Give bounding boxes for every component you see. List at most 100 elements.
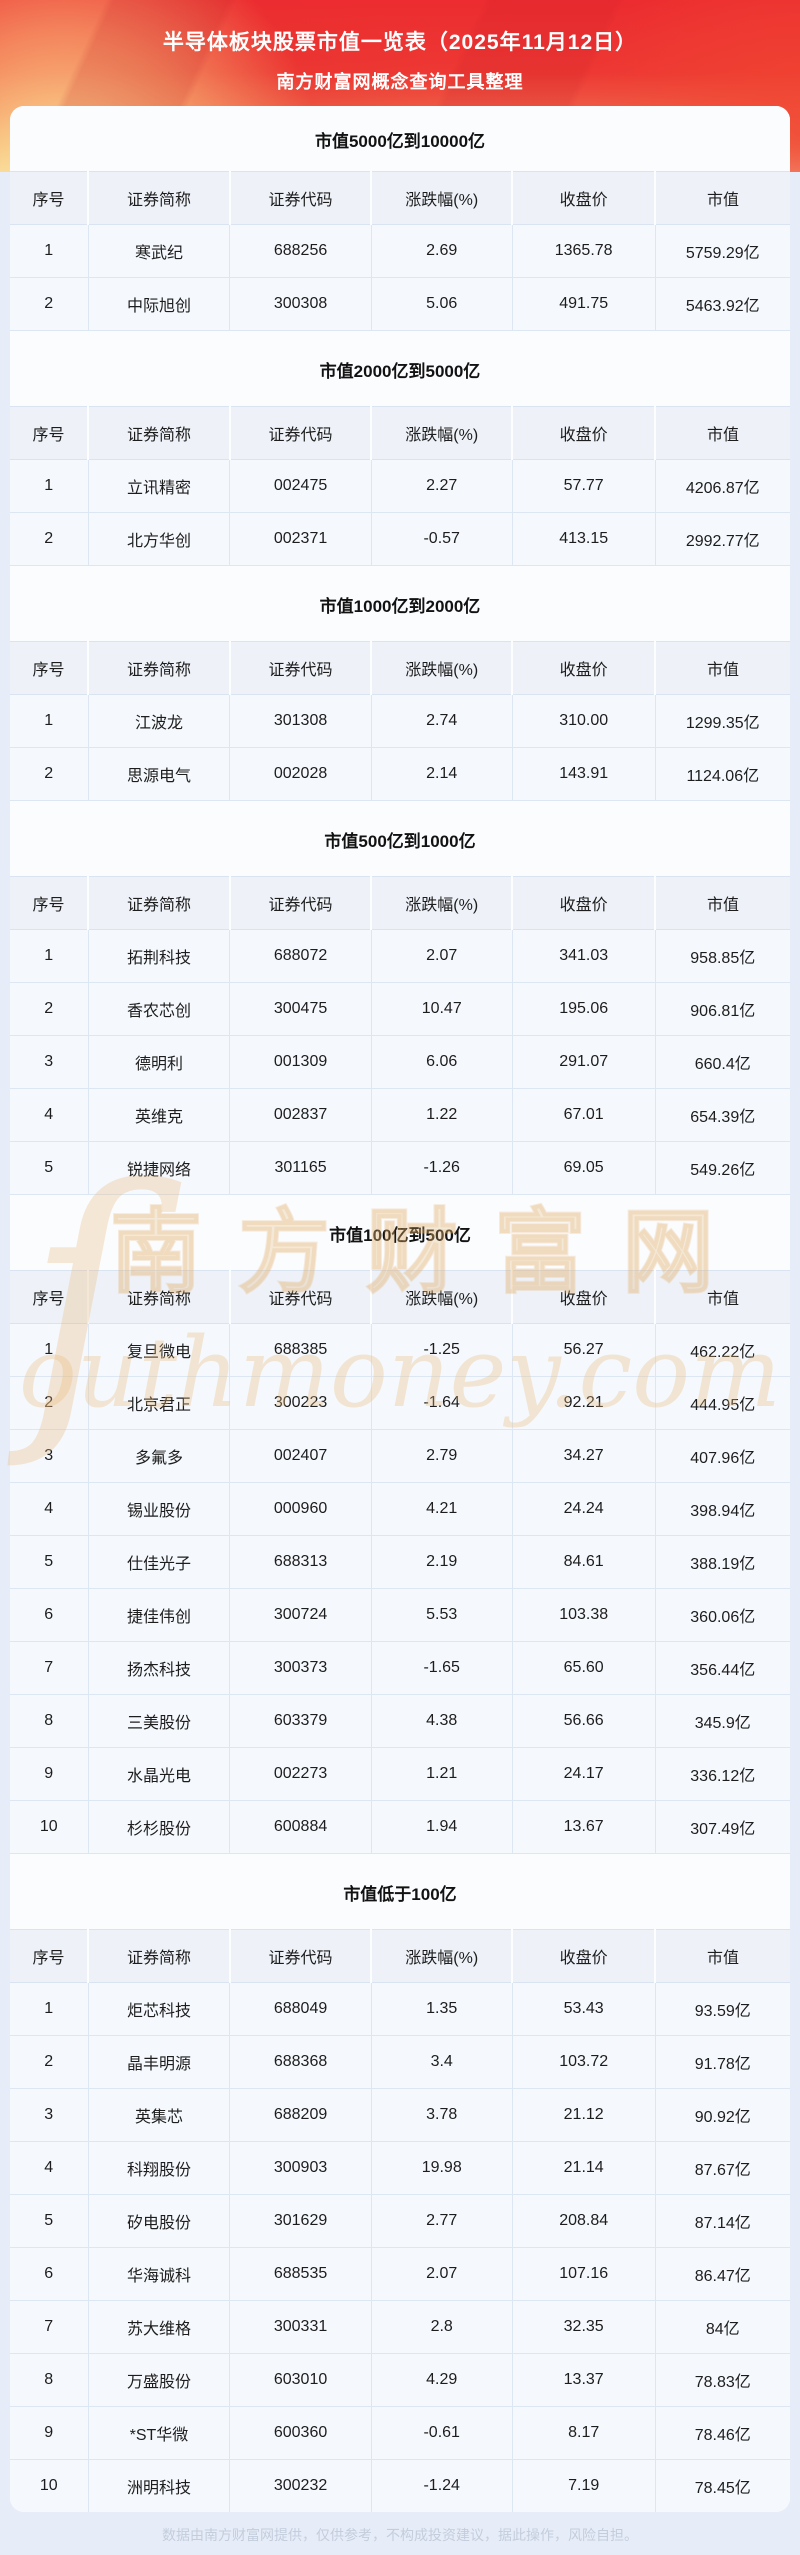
column-header-stock-code: 证券代码 bbox=[228, 406, 372, 460]
table-row: 2 北方华创 002371 -0.57 413.15 2992.77亿 bbox=[10, 512, 790, 566]
cell-change-pct: 5.53 bbox=[370, 1588, 513, 1642]
cell-change-pct: -0.57 bbox=[370, 512, 513, 566]
cell-change-pct: 2.27 bbox=[370, 459, 513, 513]
cell-stock-name: 苏大维格 bbox=[87, 2300, 230, 2354]
cell-stock-name: 华海诚科 bbox=[87, 2247, 230, 2301]
cell-stock-code: 000960 bbox=[229, 1482, 372, 1536]
column-header-rank: 序号 bbox=[10, 406, 88, 460]
cell-change-pct: 2.69 bbox=[370, 224, 513, 278]
table-row: 5 仕佳光子 688313 2.19 84.61 388.19亿 bbox=[10, 1535, 790, 1589]
cell-close-price: 24.24 bbox=[511, 1482, 656, 1536]
table-header-row: 序号 证券简称 证券代码 涨跌幅(%) 收盘价 市值 bbox=[10, 876, 790, 930]
cell-stock-code: 603379 bbox=[229, 1694, 372, 1748]
cell-market-cap: 462.22亿 bbox=[654, 1323, 790, 1377]
column-header-change-pct: 涨跌幅(%) bbox=[370, 876, 513, 930]
cell-stock-code: 002273 bbox=[229, 1747, 372, 1801]
cell-stock-code: 300903 bbox=[229, 2141, 372, 2195]
table-row: 8 三美股份 603379 4.38 56.66 345.9亿 bbox=[10, 1694, 790, 1748]
cell-close-price: 56.66 bbox=[511, 1694, 656, 1748]
column-header-rank: 序号 bbox=[10, 1929, 88, 1983]
cell-change-pct: 1.94 bbox=[370, 1800, 513, 1854]
column-header-stock-name: 证券简称 bbox=[87, 171, 230, 225]
cell-stock-name: 复旦微电 bbox=[87, 1323, 230, 1377]
cell-close-price: 13.67 bbox=[511, 1800, 656, 1854]
column-header-stock-name: 证券简称 bbox=[87, 641, 230, 695]
table-row: 1 复旦微电 688385 -1.25 56.27 462.22亿 bbox=[10, 1323, 790, 1377]
table-row: 3 多氟多 002407 2.79 34.27 407.96亿 bbox=[10, 1429, 790, 1483]
column-header-market-cap: 市值 bbox=[654, 171, 790, 225]
column-header-market-cap: 市值 bbox=[654, 1929, 790, 1983]
page-title: 半导体板块股票市值一览表（2025年11月12日） bbox=[162, 31, 638, 54]
column-header-change-pct: 涨跌幅(%) bbox=[370, 1929, 513, 1983]
cell-market-cap: 84亿 bbox=[654, 2300, 790, 2354]
cell-rank: 2 bbox=[10, 982, 88, 1036]
section-title: 市值低于100亿 bbox=[10, 1854, 790, 1929]
cell-market-cap: 549.26亿 bbox=[654, 1141, 790, 1195]
table-row: 5 锐捷网络 301165 -1.26 69.05 549.26亿 bbox=[10, 1141, 790, 1195]
column-header-change-pct: 涨跌幅(%) bbox=[370, 171, 513, 225]
cell-stock-code: 002407 bbox=[229, 1429, 372, 1483]
cell-stock-code: 002371 bbox=[229, 512, 372, 566]
market-cap-section: 市值2000亿到5000亿 序号 证券简称 证券代码 涨跌幅(%) 收盘价 市值 1 立讯精… bbox=[10, 331, 790, 566]
column-header-stock-name: 证券简称 bbox=[87, 1270, 230, 1324]
cell-market-cap: 660.4亿 bbox=[654, 1035, 790, 1089]
cell-rank: 1 bbox=[10, 929, 88, 983]
cell-stock-name: *ST华微 bbox=[87, 2406, 230, 2460]
cell-rank: 6 bbox=[10, 2247, 88, 2301]
cell-stock-name: 英集芯 bbox=[87, 2088, 230, 2142]
cell-close-price: 7.19 bbox=[511, 2459, 656, 2512]
market-cap-section: 市值5000亿到10000亿 序号 证券简称 证券代码 涨跌幅(%) 收盘价 市值 1 寒武… bbox=[10, 106, 790, 331]
column-header-change-pct: 涨跌幅(%) bbox=[370, 641, 513, 695]
cell-rank: 1 bbox=[10, 1982, 88, 2036]
cell-change-pct: 4.29 bbox=[370, 2353, 513, 2407]
cell-close-price: 56.27 bbox=[511, 1323, 656, 1377]
table-header-row: 序号 证券简称 证券代码 涨跌幅(%) 收盘价 市值 bbox=[10, 406, 790, 460]
cell-close-price: 103.72 bbox=[511, 2035, 656, 2089]
cell-stock-code: 300475 bbox=[229, 982, 372, 1036]
disclaimer-text: 数据由南方财富网提供，仅供参考，不构成投资建议，据此操作，风险自担。 bbox=[162, 2527, 638, 2543]
market-cap-section: 市值500亿到1000亿 序号 证券简称 证券代码 涨跌幅(%) 收盘价 市值 1 拓荆科技… bbox=[10, 801, 790, 1195]
table-header-row: 序号 证券简称 证券代码 涨跌幅(%) 收盘价 市值 bbox=[10, 171, 790, 225]
cell-market-cap: 5759.29亿 bbox=[654, 224, 790, 278]
page-subtitle: 南方财富网概念查询工具整理 bbox=[276, 72, 524, 92]
column-header-market-cap: 市值 bbox=[654, 641, 790, 695]
cell-change-pct: 2.8 bbox=[370, 2300, 513, 2354]
cell-stock-name: 江波龙 bbox=[87, 694, 230, 748]
cell-close-price: 195.06 bbox=[511, 982, 656, 1036]
table-row: 4 锡业股份 000960 4.21 24.24 398.94亿 bbox=[10, 1482, 790, 1536]
table-row: 2 中际旭创 300308 5.06 491.75 5463.92亿 bbox=[10, 277, 790, 331]
cell-stock-name: 扬杰科技 bbox=[87, 1641, 230, 1695]
cell-market-cap: 91.78亿 bbox=[654, 2035, 790, 2089]
cell-rank: 3 bbox=[10, 1429, 88, 1483]
table-row: 5 矽电股份 301629 2.77 208.84 87.14亿 bbox=[10, 2194, 790, 2248]
table-header-row: 序号 证券简称 证券代码 涨跌幅(%) 收盘价 市值 bbox=[10, 641, 790, 695]
cell-stock-name: 科翔股份 bbox=[87, 2141, 230, 2195]
stocks-table: 序号 证券简称 证券代码 涨跌幅(%) 收盘价 市值 1 拓荆科技 688072 2.07 341… bbox=[10, 876, 790, 1195]
column-header-change-pct: 涨跌幅(%) bbox=[370, 406, 513, 460]
column-header-close-price: 收盘价 bbox=[511, 406, 656, 460]
cell-stock-name: 水晶光电 bbox=[87, 1747, 230, 1801]
cell-rank: 5 bbox=[10, 1141, 88, 1195]
cell-stock-name: 北方华创 bbox=[87, 512, 230, 566]
cell-change-pct: -1.26 bbox=[370, 1141, 513, 1195]
table-row: 4 科翔股份 300903 19.98 21.14 87.67亿 bbox=[10, 2141, 790, 2195]
cell-close-price: 32.35 bbox=[511, 2300, 656, 2354]
cell-close-price: 24.17 bbox=[511, 1747, 656, 1801]
cell-market-cap: 407.96亿 bbox=[654, 1429, 790, 1483]
cell-stock-code: 300223 bbox=[229, 1376, 372, 1430]
table-row: 9 *ST华微 600360 -0.61 8.17 78.46亿 bbox=[10, 2406, 790, 2460]
cell-stock-name: 捷佳伟创 bbox=[87, 1588, 230, 1642]
cell-stock-name: 杉杉股份 bbox=[87, 1800, 230, 1854]
cell-close-price: 21.12 bbox=[511, 2088, 656, 2142]
cell-change-pct: 1.21 bbox=[370, 1747, 513, 1801]
cell-market-cap: 336.12亿 bbox=[654, 1747, 790, 1801]
cell-change-pct: -1.64 bbox=[370, 1376, 513, 1430]
cell-market-cap: 78.83亿 bbox=[654, 2353, 790, 2407]
cell-market-cap: 654.39亿 bbox=[654, 1088, 790, 1142]
cell-change-pct: 2.19 bbox=[370, 1535, 513, 1589]
cell-stock-name: 仕佳光子 bbox=[87, 1535, 230, 1589]
cell-rank: 2 bbox=[10, 277, 88, 331]
cell-stock-code: 002028 bbox=[229, 747, 372, 801]
cell-change-pct: -1.65 bbox=[370, 1641, 513, 1695]
cell-market-cap: 906.81亿 bbox=[654, 982, 790, 1036]
